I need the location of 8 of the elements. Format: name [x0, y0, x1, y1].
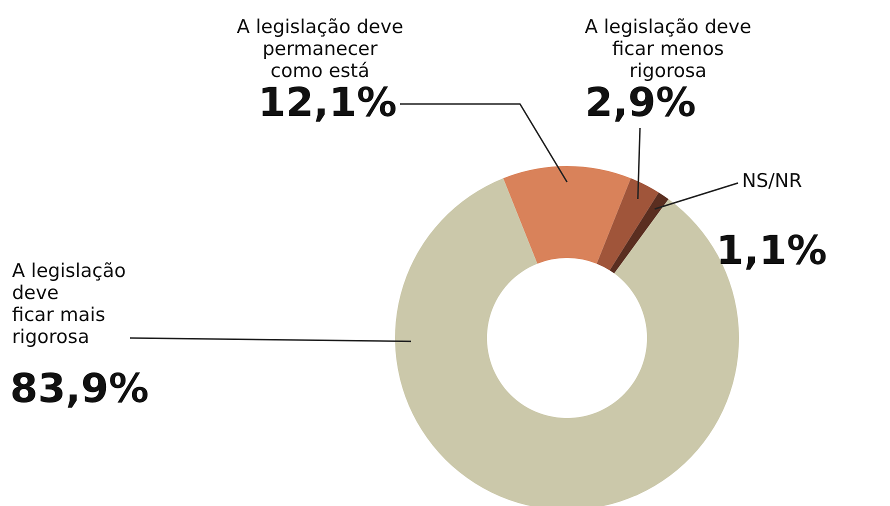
slice-label: NS/NR — [742, 170, 802, 192]
slice-label: A legislação deve ficar menos rigorosa — [584, 16, 752, 82]
data-label: 83,9% — [10, 366, 149, 412]
data-label: 12,1% — [258, 80, 397, 126]
data-label: 1,1% — [716, 228, 827, 274]
slice-label: A legislação deve permanecer como está — [236, 16, 404, 82]
slice-label: A legislação deve ficar mais rigorosa — [12, 260, 126, 348]
data-label: 2,9% — [585, 80, 696, 126]
